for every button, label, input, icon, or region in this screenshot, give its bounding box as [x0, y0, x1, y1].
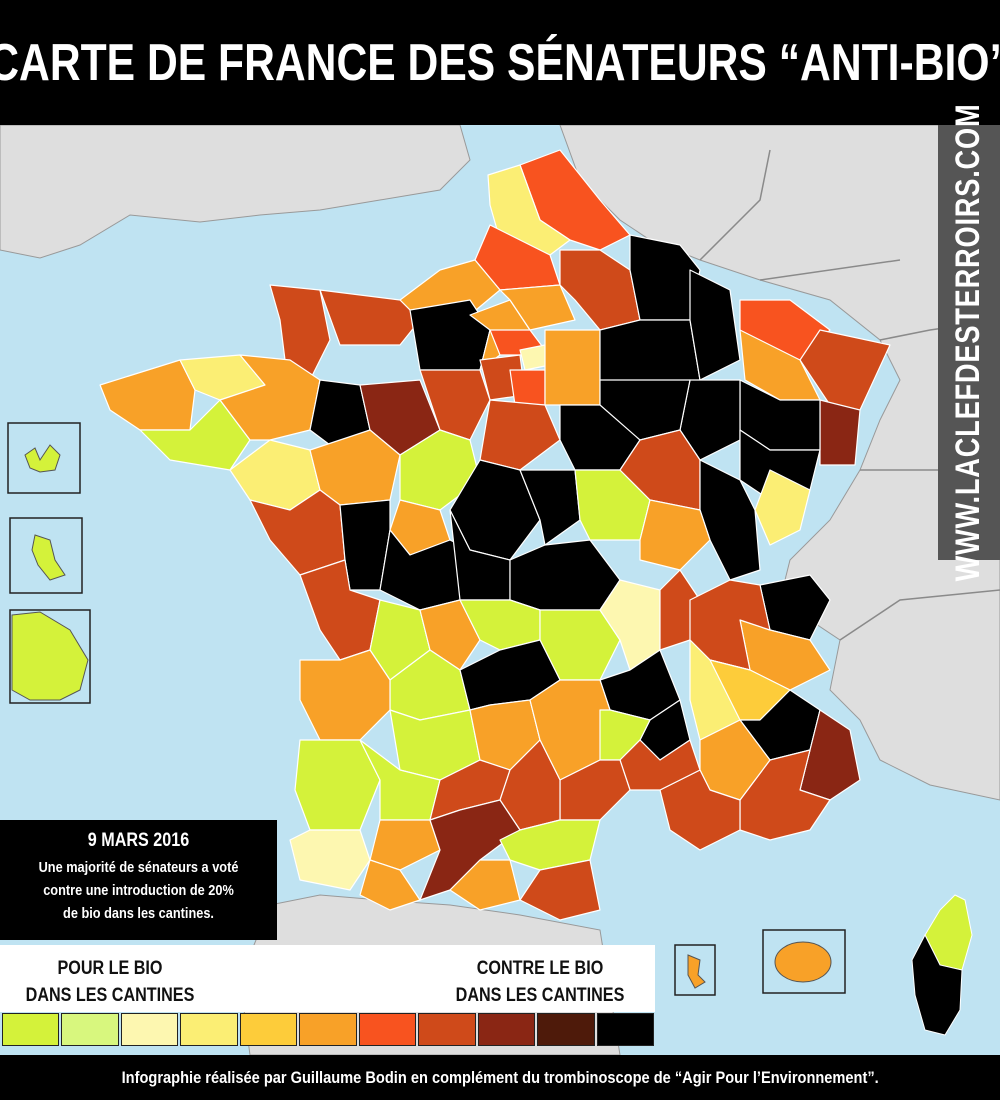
legend-pour-label: POUR LE BIO DANS LES CANTINES [17, 955, 204, 1009]
dept-pas-de-calais [487, 164, 571, 256]
dept-bouches-rhone [659, 769, 741, 851]
legend-swatch-11 [596, 1013, 654, 1046]
website-url[interactable]: WWW.LACLEFDESTERROIRS.COM [949, 103, 988, 582]
legend-swatch-2 [61, 1013, 119, 1046]
dept-oise [499, 284, 576, 331]
website-banner[interactable]: WWW.LACLEFDESTERROIRS.COM [938, 104, 1000, 581]
legend-swatch-5 [239, 1013, 298, 1046]
legend-swatch-3 [120, 1013, 179, 1046]
footer: Infographie réalisée par Guillaume Bodin… [0, 1055, 1000, 1100]
legend-swatch-1 [2, 1013, 60, 1046]
legend-swatch-9 [477, 1013, 536, 1046]
corse-sud [911, 933, 963, 1036]
dept-meuse [689, 269, 741, 381]
dept-essonne [509, 369, 546, 406]
legend-swatch-8 [418, 1013, 476, 1046]
dept-var [739, 749, 831, 841]
dept-territoire-belfort [754, 469, 811, 546]
dept-haut-rhin [819, 399, 861, 466]
dept-ariege [449, 859, 521, 911]
departments [99, 149, 891, 921]
uk-land [0, 125, 471, 259]
martinique-shape [31, 534, 66, 581]
legend-swatch-4 [180, 1013, 238, 1046]
dept-calvados [319, 289, 421, 346]
legend-contre-label: CONTRE LE BIO DANS LES CANTINES [442, 955, 638, 1009]
legend-swatch-7 [358, 1013, 417, 1046]
mayotte-shape [687, 954, 706, 989]
legend-contre-line1: CONTRE LE BIO [476, 958, 604, 979]
dept-nievre [519, 469, 581, 546]
info-description: Une majorité de sénateurs a voté contre … [38, 859, 239, 922]
legend-contre-line2: DANS LES CANTINES [455, 985, 625, 1006]
legend-color-scale [2, 1013, 654, 1046]
info-date: 9 MARS 2016 [87, 830, 190, 851]
dept-hautes-pyrenees [359, 859, 421, 911]
france-map [0, 125, 1000, 1055]
legend-pour-line1: POUR LE BIO [57, 958, 163, 979]
footer-credit: Infographie réalisée par Guillaume Bodin… [121, 1067, 879, 1087]
dept-seine-marne [544, 329, 601, 406]
legend-panel [0, 945, 655, 1012]
overseas-insets [7, 422, 973, 1036]
guyane-shape [11, 611, 89, 701]
legend-swatch-6 [299, 1013, 357, 1046]
title-bar: CARTE DE FRANCE DES SÉNATEURS “ANTI-BIO” [0, 0, 1000, 125]
legend-swatch-10 [537, 1013, 595, 1046]
legend-pour-line2: DANS LES CANTINES [25, 985, 195, 1006]
info-box: 9 MARS 2016 Une majorité de sénateurs a … [0, 820, 277, 940]
dept-gard [619, 739, 701, 791]
dept-eure-loir [419, 369, 491, 441]
dept-haute-vienne [419, 599, 481, 671]
dept-loiret [479, 399, 561, 471]
dept-pyrenees-orientales [519, 859, 601, 921]
dept-aude [499, 819, 601, 871]
neighbor-borders [699, 149, 1000, 641]
map-title: CARTE DE FRANCE DES SÉNATEURS “ANTI-BIO” [0, 33, 1000, 92]
reunion-shape [774, 941, 832, 983]
guadeloupe-shape [24, 444, 61, 473]
dept-gers [369, 819, 441, 871]
